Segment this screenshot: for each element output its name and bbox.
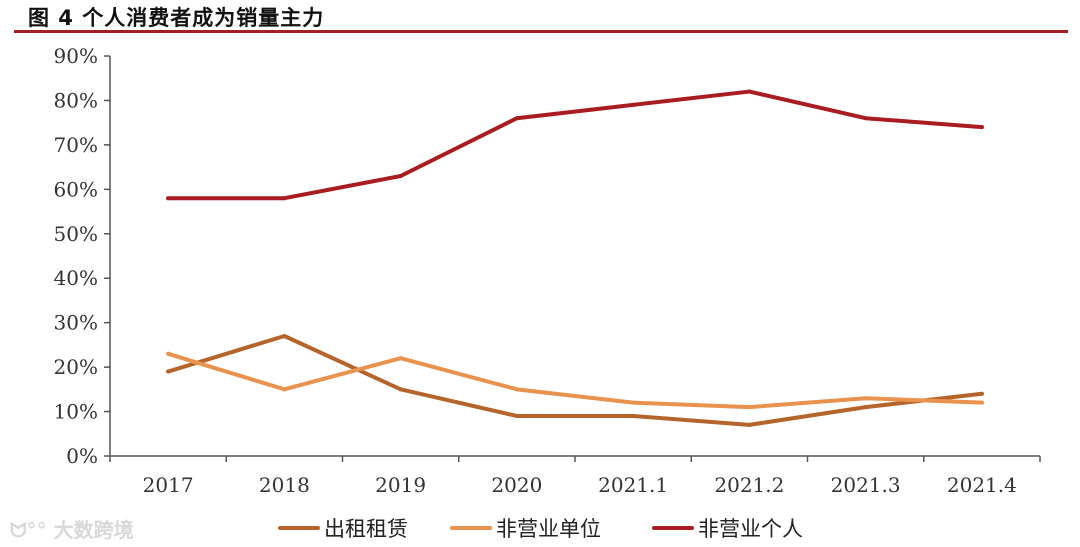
data-point — [514, 414, 519, 418]
data-point — [863, 405, 868, 410]
series-line-1 — [166, 334, 984, 427]
legend-label: 出租租赁 — [324, 517, 408, 541]
data-point — [979, 400, 984, 405]
x-tick-label: 2017 — [143, 473, 194, 497]
series-line-3 — [166, 89, 984, 201]
data-point — [863, 116, 868, 121]
y-tick-label: 70% — [54, 133, 98, 157]
x-tick-label: 2019 — [375, 473, 426, 497]
y-tick-label: 50% — [54, 222, 98, 246]
data-point — [631, 102, 636, 107]
y-tick-label: 90% — [54, 44, 98, 68]
watermark-text: 大数跨境 — [53, 518, 134, 542]
data-point — [747, 422, 752, 427]
data-point — [747, 89, 752, 94]
y-tick-label: 10% — [54, 400, 98, 424]
legend-label: 非营业单位 — [496, 517, 601, 541]
chart-axes: 0% 10% 20% 30% 40% 50% 60% 70% 80% 90% 2017 2018 201… — [54, 44, 1041, 497]
data-point — [979, 125, 984, 130]
data-point — [166, 196, 171, 201]
data-point — [514, 387, 519, 392]
data-point — [282, 387, 287, 392]
data-point — [631, 414, 636, 418]
y-tick-label: 20% — [54, 355, 98, 379]
x-tick-label: 2021.2 — [714, 473, 784, 497]
title-divider — [14, 30, 1068, 33]
data-point — [166, 369, 171, 374]
x-tick-label: 2018 — [259, 473, 310, 497]
y-tick-label: 0% — [66, 444, 98, 468]
chart-title: 图 4 个人消费者成为销量主力 — [28, 6, 325, 30]
x-tick-label: 2021.4 — [947, 473, 1017, 497]
watermark-icon: ᗢ°° — [10, 518, 47, 542]
data-point — [398, 174, 403, 178]
x-tick-label: 2021.3 — [831, 473, 901, 497]
x-tick-label: 2020 — [491, 473, 542, 497]
chart-legend: 出租租赁 非营业单位 非营业个人 — [278, 517, 803, 541]
data-point — [398, 356, 403, 361]
data-point — [979, 391, 984, 396]
x-tick-label: 2021.1 — [598, 473, 668, 497]
y-tick-label: 30% — [54, 311, 98, 335]
data-point — [514, 116, 519, 121]
series-line-2 — [166, 351, 984, 410]
data-point — [747, 405, 752, 410]
data-point — [166, 351, 171, 356]
y-tick-label: 60% — [54, 177, 98, 201]
y-tick-label: 40% — [54, 266, 98, 290]
watermark-logo: ᗢ°° 大数跨境 — [10, 514, 134, 543]
data-point — [398, 387, 403, 392]
legend-label: 非营业个人 — [698, 517, 803, 541]
y-tick-label: 80% — [54, 88, 98, 112]
data-point — [863, 396, 868, 401]
data-point — [631, 400, 636, 405]
data-point — [282, 334, 287, 338]
data-point — [282, 196, 287, 201]
chart-series — [166, 89, 984, 427]
